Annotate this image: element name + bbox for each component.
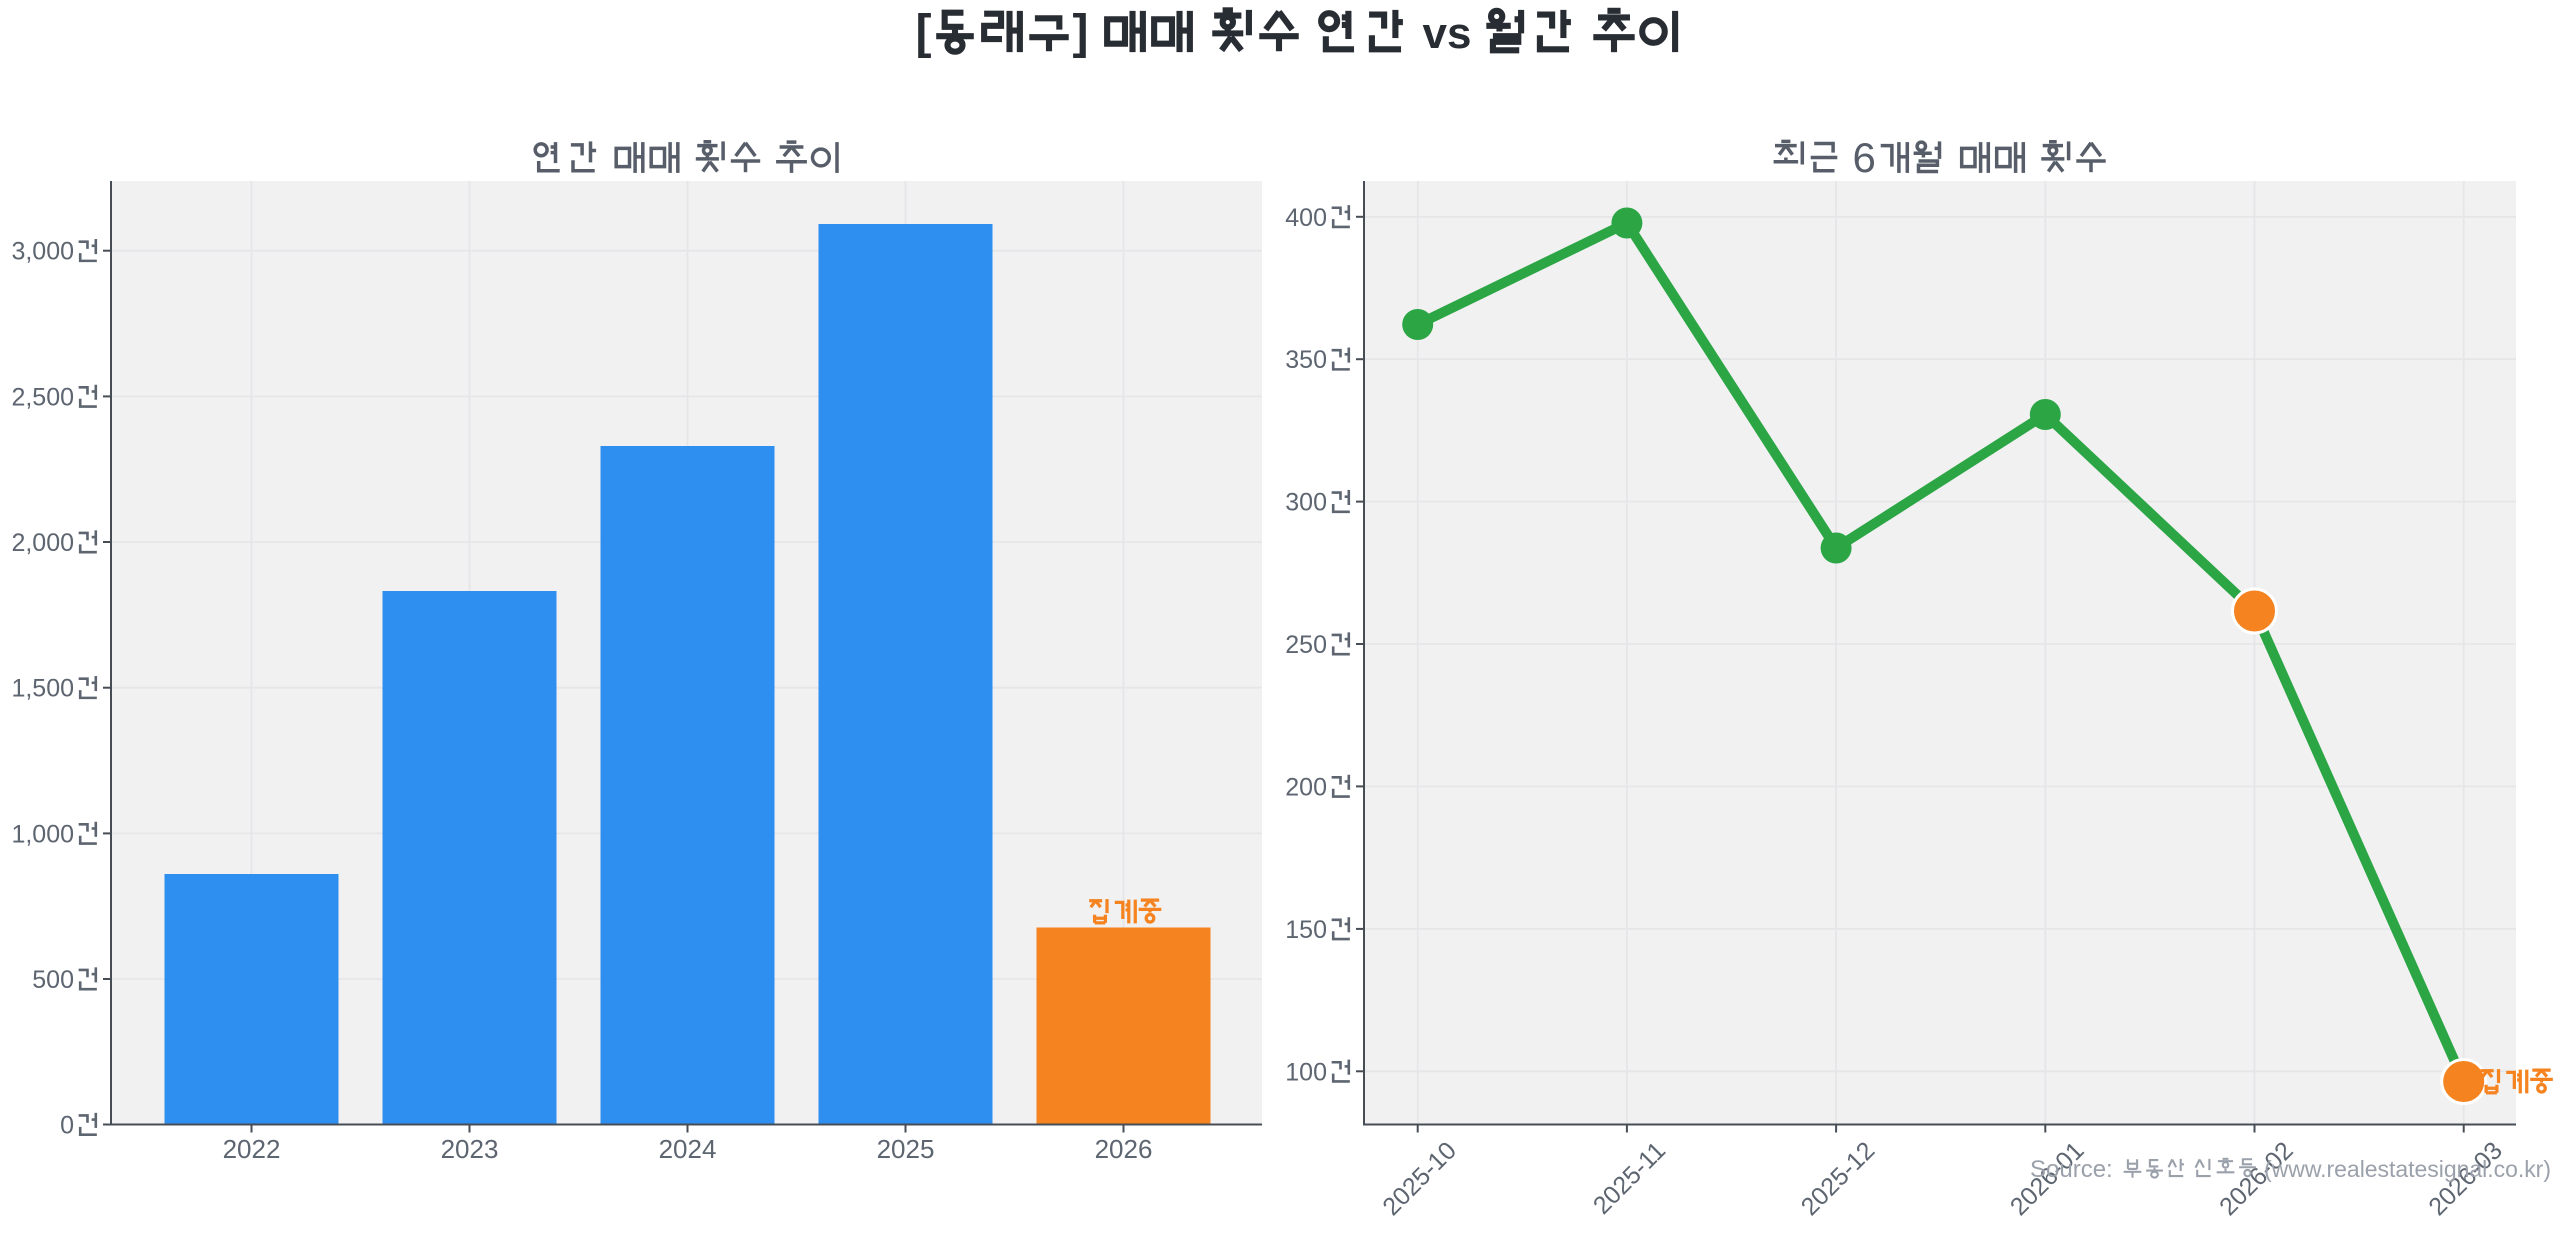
svg-text:400: 400 bbox=[1285, 204, 1327, 232]
svg-text:2023: 2023 bbox=[441, 1134, 499, 1164]
svg-text:350: 350 bbox=[1285, 346, 1327, 374]
svg-text:200: 200 bbox=[1285, 773, 1327, 801]
svg-text:2026: 2026 bbox=[1095, 1134, 1153, 1164]
svg-text:(www.realestatesignal.co.kr): (www.realestatesignal.co.kr) bbox=[2264, 1156, 2551, 1182]
svg-text:2024: 2024 bbox=[659, 1134, 717, 1164]
svg-text:3,000: 3,000 bbox=[11, 238, 74, 266]
svg-text:2025: 2025 bbox=[877, 1134, 935, 1164]
svg-text:150: 150 bbox=[1285, 916, 1327, 944]
svg-text:1,000: 1,000 bbox=[11, 820, 74, 848]
svg-text:2022: 2022 bbox=[223, 1134, 281, 1164]
svg-text:500: 500 bbox=[32, 966, 74, 994]
svg-text:1,500: 1,500 bbox=[11, 675, 74, 703]
svg-text:300: 300 bbox=[1285, 489, 1327, 517]
svg-text:0: 0 bbox=[60, 1112, 74, 1140]
svg-text:6: 6 bbox=[1853, 134, 1876, 181]
svg-text:Source:: Source: bbox=[2030, 1156, 2113, 1183]
svg-text:]: ] bbox=[1073, 6, 1089, 59]
svg-text:2,000: 2,000 bbox=[11, 529, 74, 557]
svg-text:vs: vs bbox=[1423, 9, 1472, 58]
svg-text:250: 250 bbox=[1285, 631, 1327, 659]
svg-text:[: [ bbox=[916, 6, 932, 59]
svg-text:100: 100 bbox=[1285, 1058, 1327, 1086]
svg-text:2,500: 2,500 bbox=[11, 383, 74, 411]
